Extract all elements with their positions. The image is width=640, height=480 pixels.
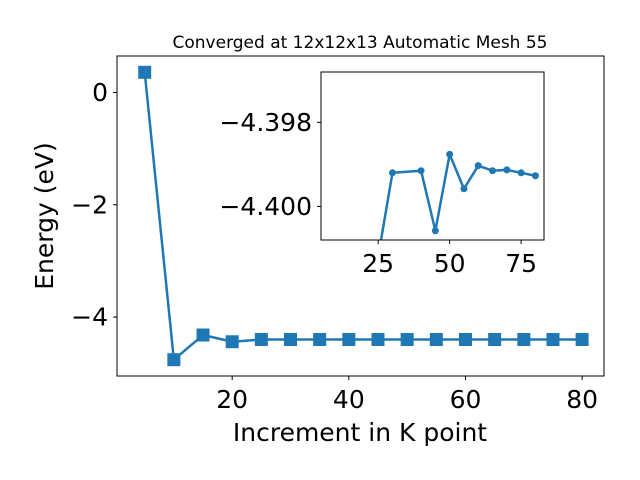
- inset-y-axis-ticks: −4.400 −4.398: [219, 108, 321, 221]
- main-data-point: [138, 65, 152, 79]
- inset-x-tick-label: 75: [505, 249, 537, 278]
- inset-data-point: [474, 162, 482, 170]
- main-x-tick-label: 20: [216, 385, 248, 414]
- main-data-point: [196, 328, 210, 342]
- main-data-point: [284, 333, 298, 347]
- main-y-tick-label: 0: [92, 78, 108, 107]
- main-axes-frame: [116, 55, 605, 377]
- inset-y-tick-label: −4.400: [219, 192, 312, 221]
- inset-x-tick-label: 25: [362, 249, 394, 278]
- inset-x-tick-label: 50: [434, 249, 466, 278]
- inset-axes-frame: [320, 71, 545, 241]
- inset-data-point: [503, 166, 511, 174]
- inset-data-point: [531, 172, 539, 180]
- inset-plot-area: [321, 72, 544, 240]
- main-data-point: [546, 333, 560, 347]
- inset-x-axis-ticks: 25 50 75: [362, 240, 537, 278]
- inset-data-point: [489, 167, 497, 175]
- inset-data-point: [431, 227, 439, 235]
- main-data-point: [167, 353, 181, 367]
- main-data-point: [517, 333, 531, 347]
- main-series-line: [143, 72, 583, 361]
- main-chart-title: Converged at 12x12x13 Automatic Mesh 55: [173, 33, 548, 53]
- main-x-tick-label: 40: [333, 385, 365, 414]
- main-data-point: [313, 333, 327, 347]
- inset-data-point: [460, 185, 468, 193]
- main-y-tick-label: −4: [71, 303, 108, 332]
- main-data-point: [575, 333, 589, 347]
- main-y-tick-label: −2: [71, 190, 108, 219]
- inset-data-point: [388, 169, 396, 177]
- main-x-axis-label: Increment in K point: [233, 418, 487, 447]
- main-data-point: [429, 333, 443, 347]
- main-y-axis-label: Energy (eV): [30, 142, 59, 289]
- inset-data-point: [417, 167, 425, 175]
- main-data-point: [225, 335, 239, 349]
- main-data-point: [342, 333, 356, 347]
- main-series-group: [138, 65, 589, 367]
- main-x-tick-label: 80: [566, 385, 598, 414]
- main-data-point: [458, 333, 472, 347]
- main-data-point: [254, 333, 268, 347]
- inset-series-group: [379, 150, 539, 240]
- main-data-point: [400, 333, 414, 347]
- inset-y-tick-label: −4.398: [219, 108, 312, 137]
- inset-data-point: [517, 169, 525, 177]
- main-x-tick-label: 60: [450, 385, 482, 414]
- main-data-point: [371, 333, 385, 347]
- inset-chart: 25 50 75 −4.400 −4.398: [219, 71, 545, 278]
- main-data-point: [488, 333, 502, 347]
- inset-data-point: [446, 150, 454, 158]
- main-x-axis-ticks: 20 40 60 80: [216, 376, 598, 414]
- main-y-axis-ticks: 0 −2 −4: [71, 78, 117, 332]
